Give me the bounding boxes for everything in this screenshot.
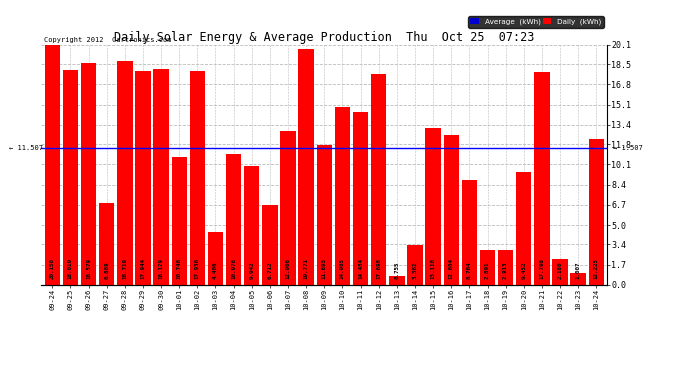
Text: 8.764: 8.764 xyxy=(467,261,472,279)
Bar xyxy=(498,250,513,285)
Text: 6.889: 6.889 xyxy=(104,261,109,279)
Text: 17.698: 17.698 xyxy=(376,258,381,279)
Text: 2.891: 2.891 xyxy=(485,261,490,279)
Text: 18.719: 18.719 xyxy=(122,258,128,279)
Bar xyxy=(81,63,97,285)
Legend: Average  (kWh), Daily  (kWh): Average (kWh), Daily (kWh) xyxy=(468,16,604,27)
Bar xyxy=(371,74,386,285)
Bar xyxy=(589,139,604,285)
Bar xyxy=(534,72,550,285)
Bar xyxy=(299,49,314,285)
Text: 9.452: 9.452 xyxy=(521,261,526,279)
Bar xyxy=(317,146,332,285)
Text: 19.771: 19.771 xyxy=(304,258,308,279)
Text: 0.755: 0.755 xyxy=(395,261,400,279)
Text: 2.180: 2.180 xyxy=(558,261,562,279)
Text: 1.007: 1.007 xyxy=(575,261,581,279)
Bar xyxy=(280,131,296,285)
Text: 13.110: 13.110 xyxy=(431,258,435,279)
Bar xyxy=(135,71,150,285)
Bar xyxy=(389,276,404,285)
Bar xyxy=(516,172,531,285)
Bar xyxy=(444,135,459,285)
Title: Daily Solar Energy & Average Production  Thu  Oct 25  07:23: Daily Solar Energy & Average Production … xyxy=(114,31,535,44)
Bar xyxy=(426,129,441,285)
Text: 6.712: 6.712 xyxy=(268,261,273,279)
Bar xyxy=(262,205,277,285)
Text: 18.129: 18.129 xyxy=(159,258,164,279)
Bar xyxy=(45,44,60,285)
Bar xyxy=(153,69,169,285)
Bar xyxy=(353,112,368,285)
Text: 11.693: 11.693 xyxy=(322,258,327,279)
Bar xyxy=(480,251,495,285)
Bar xyxy=(552,259,568,285)
Bar xyxy=(117,62,132,285)
Bar xyxy=(99,203,115,285)
Bar xyxy=(462,180,477,285)
Bar xyxy=(226,154,241,285)
Bar xyxy=(335,107,350,285)
Text: 17.798: 17.798 xyxy=(540,258,544,279)
Bar xyxy=(571,273,586,285)
Bar xyxy=(190,71,205,285)
Bar xyxy=(244,166,259,285)
Text: 14.484: 14.484 xyxy=(358,258,363,279)
Text: 18.019: 18.019 xyxy=(68,258,73,279)
Text: ← 11.507: ← 11.507 xyxy=(9,145,43,151)
Text: 12.604: 12.604 xyxy=(448,258,454,279)
Text: 2.913: 2.913 xyxy=(503,261,508,279)
Text: → 1.507: → 1.507 xyxy=(613,145,642,151)
Text: 9.942: 9.942 xyxy=(249,261,254,279)
Text: 10.976: 10.976 xyxy=(231,258,236,279)
Text: 14.905: 14.905 xyxy=(340,258,345,279)
Text: 4.406: 4.406 xyxy=(213,261,218,279)
Text: 18.579: 18.579 xyxy=(86,258,91,279)
Text: Copyright 2012  Cartronics.com: Copyright 2012 Cartronics.com xyxy=(44,37,172,43)
Text: 3.382: 3.382 xyxy=(413,261,417,279)
Bar xyxy=(208,232,223,285)
Text: 10.746: 10.746 xyxy=(177,258,181,279)
Bar xyxy=(407,244,423,285)
Text: 12.225: 12.225 xyxy=(594,258,599,279)
Text: 17.936: 17.936 xyxy=(195,258,200,279)
Text: 20.150: 20.150 xyxy=(50,258,55,279)
Text: 12.906: 12.906 xyxy=(286,258,290,279)
Bar xyxy=(172,157,187,285)
Text: 17.944: 17.944 xyxy=(141,258,146,279)
Bar xyxy=(63,70,78,285)
